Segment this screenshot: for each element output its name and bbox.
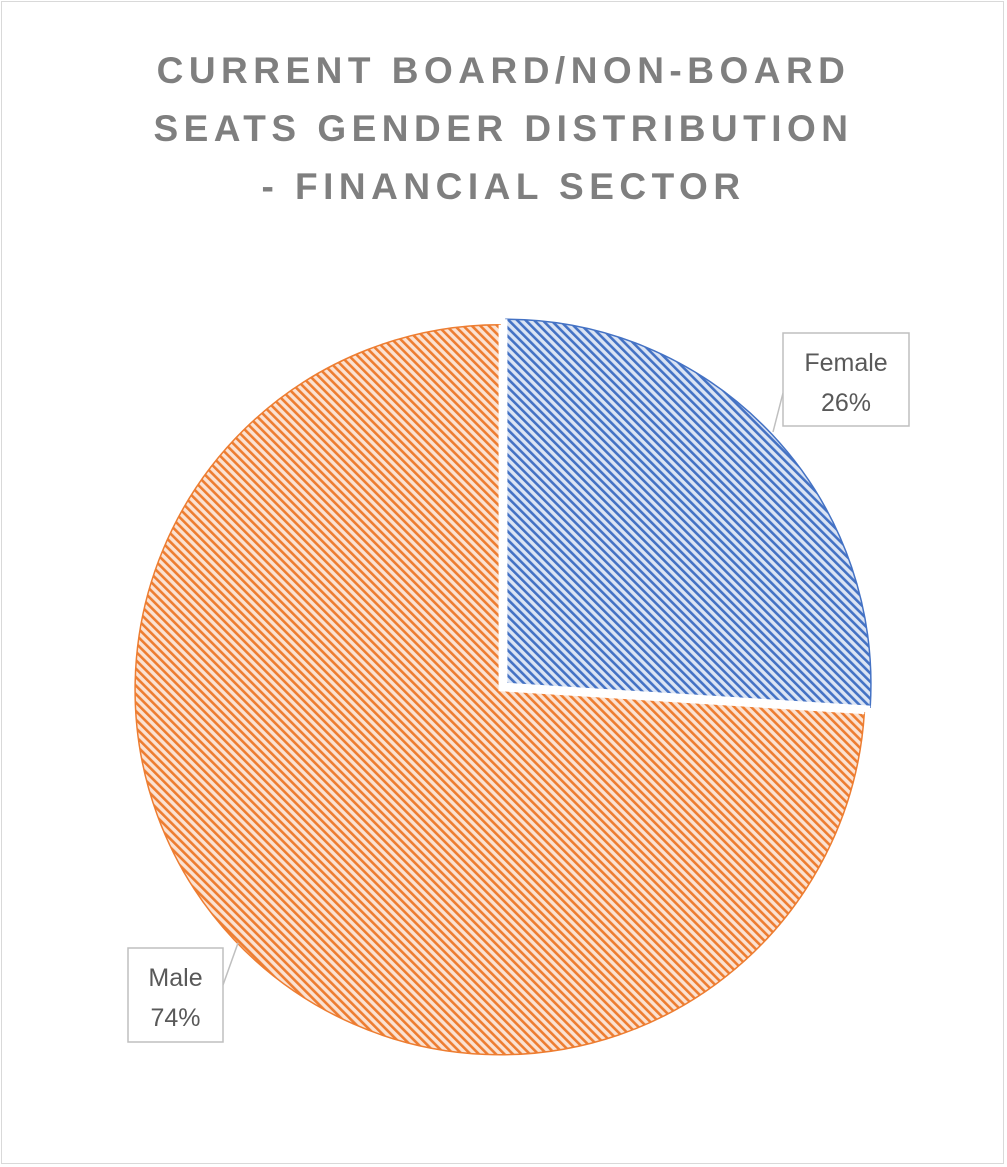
data-label-category: Female xyxy=(804,349,887,377)
chart-title-line-2: SEATS GENDER DISTRIBUTION xyxy=(153,108,854,149)
data-label-box xyxy=(782,332,910,427)
data-label-box xyxy=(127,947,224,1043)
data-label-value: 74% xyxy=(150,1004,200,1032)
slice-separator xyxy=(504,319,871,709)
data-labels: Female 26% Male 74% xyxy=(127,332,910,1043)
data-label-category: Male xyxy=(148,964,202,992)
leader-line xyxy=(772,392,784,433)
chart-title: CURRENT BOARD/NON-BOARD SEATS GENDER DIS… xyxy=(0,42,1007,216)
chart-title-line-1: CURRENT BOARD/NON-BOARD xyxy=(156,50,851,91)
chart-title-line-3: - FINANCIAL SECTOR xyxy=(261,166,746,207)
leader-line xyxy=(222,942,239,986)
data-label-value: 26% xyxy=(821,389,871,417)
slice-separator xyxy=(498,324,865,715)
pie-slice-female xyxy=(505,318,872,708)
pie-slices xyxy=(134,318,872,1056)
